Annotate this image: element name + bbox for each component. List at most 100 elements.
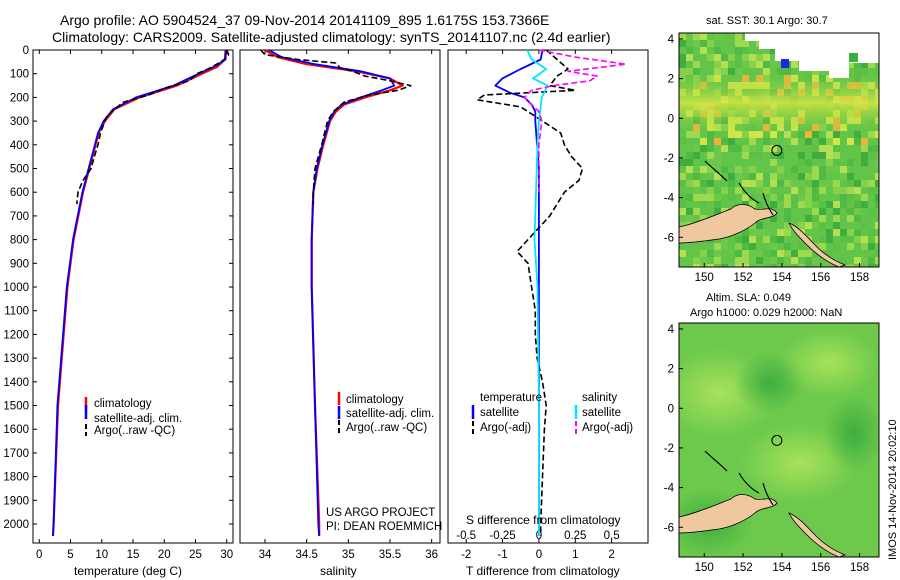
salinity-xlabel: salinity xyxy=(320,564,357,578)
sst-pixel xyxy=(847,264,854,267)
sst-pixel xyxy=(714,61,721,68)
sst-pixel xyxy=(679,33,686,40)
sst-pixel xyxy=(777,229,784,236)
sst-pixel xyxy=(693,187,700,194)
sst-pixel xyxy=(721,145,728,152)
sst-pixel xyxy=(833,159,840,166)
sst-pixel xyxy=(756,131,763,138)
sst-nodata-patch xyxy=(745,33,879,78)
xtick-label: 30 xyxy=(220,549,233,561)
sst-pixel xyxy=(700,145,707,152)
sst-pixel xyxy=(805,257,812,264)
sst-pixel xyxy=(784,215,791,222)
sst-pixel xyxy=(763,138,770,145)
sst-pixel xyxy=(686,152,693,159)
sst-pixel xyxy=(812,222,819,229)
sst-pixel xyxy=(868,145,875,152)
temperature-xlabel: temperature (deg C) xyxy=(74,564,182,578)
sst-pixel xyxy=(728,54,735,61)
sst-pixel xyxy=(819,201,826,208)
s-difference-label: S difference from climatology xyxy=(466,513,621,527)
sst-pixel xyxy=(679,250,686,257)
ytick-label: 1100 xyxy=(4,306,29,318)
sst-pixel xyxy=(742,243,749,250)
salinity-lines xyxy=(260,49,412,536)
sst-pixel xyxy=(791,180,798,187)
sst-pixel xyxy=(847,194,854,201)
sst-pixel xyxy=(721,54,728,61)
sst-pixel xyxy=(749,243,756,250)
difference-xticks: -2 -1 0 1 2 xyxy=(461,50,615,561)
ytick-label: 0 xyxy=(23,45,29,57)
sst-pixel xyxy=(784,194,791,201)
sst-pixel xyxy=(854,138,861,145)
series-line-salinity-satellite xyxy=(526,49,549,536)
sst-pixel xyxy=(735,33,742,40)
sst-pixel xyxy=(784,131,791,138)
sst-pixel xyxy=(686,68,693,75)
legend-salinity-title: salinity xyxy=(582,392,617,404)
sla-land-bougainville xyxy=(788,512,847,557)
sst-pixel xyxy=(812,68,819,75)
series-line-argo-raw-qc- xyxy=(260,49,412,205)
sst-pixel xyxy=(791,194,798,201)
xtick-label: 20 xyxy=(158,549,171,561)
ytick-label: 900 xyxy=(10,258,29,270)
sst-pixel xyxy=(777,201,784,208)
sst-pixel xyxy=(749,166,756,173)
sst-argo-marker xyxy=(771,144,783,156)
sla-low-blob xyxy=(824,393,879,473)
sst-pixel xyxy=(686,54,693,61)
sst-pixel xyxy=(770,257,777,264)
map-xtick-label: 158 xyxy=(850,562,869,574)
sst-pixel xyxy=(819,187,826,194)
sst-pixel xyxy=(833,152,840,159)
sla-high-blob xyxy=(779,328,879,398)
sst-pixel xyxy=(833,131,840,138)
sst-pixel xyxy=(875,180,879,187)
sst-pixel xyxy=(861,68,868,75)
sst-pixel xyxy=(714,145,721,152)
sst-pixel xyxy=(707,194,714,201)
sst-pixel xyxy=(714,33,721,40)
sst-pixel xyxy=(861,201,868,208)
sst-pixel xyxy=(735,236,742,243)
sst-pixel xyxy=(861,243,868,250)
sst-pixel xyxy=(805,138,812,145)
sst-pixel xyxy=(784,229,791,236)
sst-pixel xyxy=(833,201,840,208)
sst-pixel xyxy=(819,208,826,215)
sst-pixel xyxy=(714,152,721,159)
sst-pixel xyxy=(812,145,819,152)
sst-pixel xyxy=(742,166,749,173)
sst-pixel xyxy=(749,222,756,229)
sst-pixel xyxy=(749,173,756,180)
sst-pixel xyxy=(854,257,861,264)
sst-pixel xyxy=(700,201,707,208)
ytick-label: 1300 xyxy=(3,353,29,365)
xtick-label: 36 xyxy=(425,549,438,561)
sst-coast-islands xyxy=(704,160,774,216)
sla-map-title-line1: Altim. SLA: 0.049 xyxy=(706,292,791,304)
ytick-label: 1400 xyxy=(3,377,29,389)
sst-pixel xyxy=(728,68,735,75)
sst-pixel xyxy=(735,131,742,138)
sst-pixel xyxy=(693,194,700,201)
sst-pixel xyxy=(875,250,879,257)
diff-legend-sal-satellite-label: satellite xyxy=(582,407,621,419)
ytick-label: 1200 xyxy=(3,329,29,341)
sst-pixel xyxy=(784,180,791,187)
sst-pixel xyxy=(777,166,784,173)
ytick-label: 1000 xyxy=(3,282,29,294)
sla-map-frame xyxy=(678,322,880,558)
sst-pixel xyxy=(819,166,826,173)
sst-pixel xyxy=(798,194,805,201)
sst-pixel xyxy=(854,215,861,222)
sst-pixel xyxy=(798,152,805,159)
sst-map-title: sat. SST: 30.1 Argo: 30.7 xyxy=(706,15,828,27)
sst-pixel xyxy=(826,180,833,187)
salinity-legend-climatology-label: climatology xyxy=(346,394,404,406)
sst-pixel xyxy=(763,54,770,61)
sst-pixel xyxy=(854,208,861,215)
temperature-legend: climatology satellite-adj. clim. Argo(..… xyxy=(84,397,182,437)
